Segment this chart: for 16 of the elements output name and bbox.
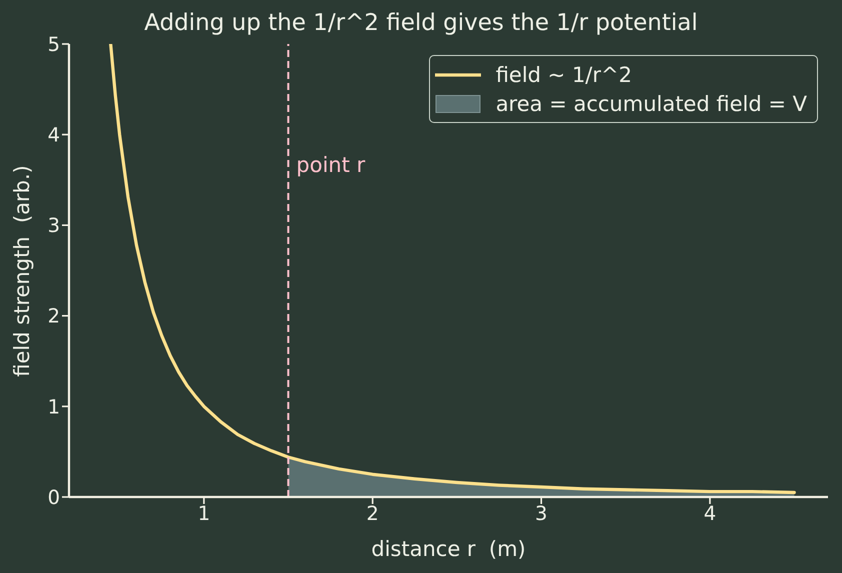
y-tick-label: 1 xyxy=(48,395,60,418)
y-tick-label: 3 xyxy=(48,214,60,238)
y-tick-label: 4 xyxy=(48,124,60,147)
x-axis-title: distance r (m) xyxy=(370,536,527,562)
x-tick-label: 2 xyxy=(366,502,379,525)
x-tick-label: 3 xyxy=(535,502,548,525)
y-tick-label: 0 xyxy=(48,486,60,509)
ref-line-label: point r xyxy=(296,153,366,178)
y-axis-title: field strength (arb.) xyxy=(9,164,35,378)
y-tick-label: 5 xyxy=(48,32,60,56)
x-tick-label: 1 xyxy=(198,502,210,525)
x-tick-label: 4 xyxy=(704,502,716,525)
legend-label: field ~ 1/r^2 xyxy=(496,62,632,86)
chart-title: Adding up the 1/r^2 field gives the 1/r potential xyxy=(144,10,698,36)
y-tick-label: 2 xyxy=(48,304,60,328)
legend-label: area = accumulated field = V xyxy=(496,92,807,116)
